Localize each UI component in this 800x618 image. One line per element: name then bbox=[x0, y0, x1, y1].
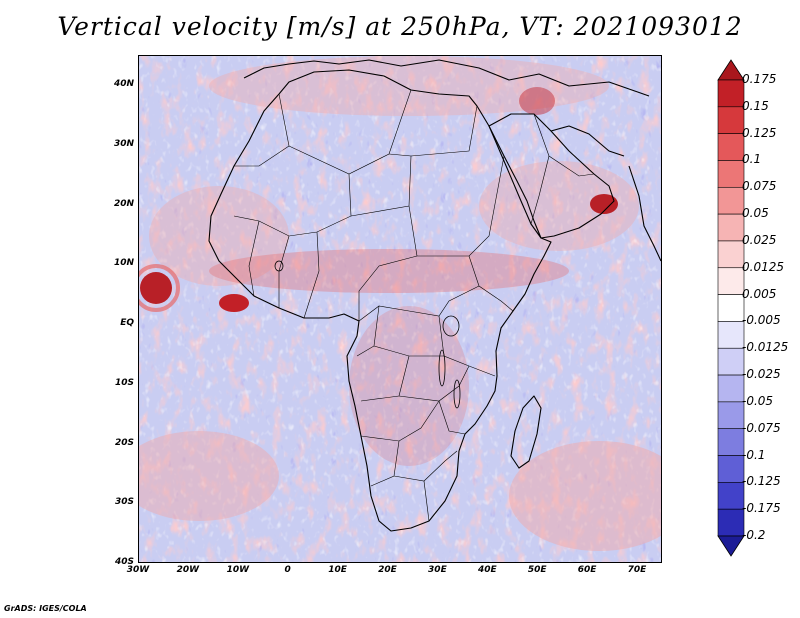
y-tick-label: 30S bbox=[114, 497, 134, 508]
europe-coastline bbox=[243, 59, 650, 97]
country-borders bbox=[233, 89, 595, 522]
x-tick-label: 20W bbox=[176, 565, 200, 575]
arabia-coastline bbox=[488, 113, 615, 239]
colorbar-swatch bbox=[717, 213, 745, 242]
updraft-core-atlantic-2 bbox=[219, 294, 249, 312]
positive-band-south-atlantic bbox=[139, 431, 279, 521]
positive-band-north bbox=[209, 56, 609, 116]
colorbar-swatch bbox=[717, 186, 745, 215]
x-tick-label: 10E bbox=[328, 565, 347, 575]
x-tick-label: 60E bbox=[577, 565, 597, 575]
vertical-velocity-map bbox=[139, 56, 661, 562]
x-tick-label: 0 bbox=[284, 565, 291, 575]
colorbar-label: -0.05 bbox=[742, 393, 774, 408]
colorbar-label: 0.05 bbox=[742, 206, 769, 221]
x-tick-label: 20E bbox=[378, 565, 397, 575]
coastlines bbox=[208, 59, 661, 532]
chart-title: Vertical velocity [m/s] at 250hPa, VT: 2… bbox=[57, 12, 743, 41]
colorbar-swatch bbox=[717, 428, 745, 456]
colorbar-swatch bbox=[717, 240, 745, 269]
colorbar-label: -0.025 bbox=[742, 367, 781, 382]
colorbar-label: 0.005 bbox=[742, 286, 777, 301]
colorbar-swatch bbox=[717, 133, 745, 161]
y-tick-label: 40S bbox=[114, 557, 134, 567]
colorbar-min-arrow bbox=[717, 535, 745, 557]
colorbar-swatch bbox=[717, 455, 745, 483]
grads-credit: GrADS: IGES/COLA bbox=[4, 604, 87, 613]
colorbar-swatch bbox=[717, 79, 745, 108]
colorbar-swatch bbox=[717, 321, 745, 349]
y-tick-label: 20N bbox=[113, 198, 134, 209]
x-tick-label: 30W bbox=[126, 565, 150, 575]
y-tick-label: 30N bbox=[113, 138, 134, 149]
positive-band-indian-ocean bbox=[509, 441, 661, 551]
colorbar-label: -0.175 bbox=[742, 501, 781, 516]
x-tick-label: 50E bbox=[527, 565, 547, 575]
y-tick-label: 10S bbox=[114, 377, 134, 388]
colorbar-label: -0.005 bbox=[742, 313, 781, 328]
positive-band-itcz bbox=[209, 249, 569, 293]
lakes bbox=[274, 260, 461, 409]
colorbar-label: -0.075 bbox=[742, 420, 781, 435]
x-tick-label: 10W bbox=[226, 565, 250, 575]
colorbar-swatch bbox=[717, 401, 745, 430]
colorbar-label: 0.15 bbox=[742, 98, 769, 113]
y-tick-label: EQ bbox=[120, 318, 134, 328]
colorbar-label: 0.125 bbox=[742, 125, 777, 140]
colorbar-label: 0.0125 bbox=[742, 259, 784, 274]
colorbar-label: 0.1 bbox=[742, 152, 762, 167]
colorbar-label: 0.025 bbox=[742, 232, 777, 247]
colorbar-max-arrow bbox=[717, 59, 745, 81]
colorbar-swatch bbox=[717, 374, 745, 403]
colorbar-label: 0.075 bbox=[742, 179, 777, 194]
positive-band-congo bbox=[349, 306, 469, 466]
colorbar-label: -0.1 bbox=[742, 447, 766, 462]
x-tick-label: 30E bbox=[428, 565, 447, 575]
updraft-core-atlantic-1-halo bbox=[139, 264, 180, 312]
persian-gulf bbox=[550, 125, 625, 157]
colorbar-swatch bbox=[717, 267, 745, 295]
colorbar-swatch bbox=[717, 160, 745, 188]
colorbar-swatch bbox=[717, 482, 745, 510]
madagascar-coastline bbox=[510, 395, 542, 469]
colorbar-swatch bbox=[717, 347, 745, 376]
x-tick-label: 70E bbox=[627, 565, 647, 575]
colorbar-label: -0.0125 bbox=[742, 340, 789, 355]
colorbar-label: 0.175 bbox=[742, 72, 777, 86]
india-coastline bbox=[628, 165, 661, 262]
positive-band-west-africa bbox=[149, 186, 289, 286]
y-tick-label: 40N bbox=[113, 79, 134, 89]
updraft-core-arabian-sea bbox=[590, 194, 618, 214]
colorbar-swatch bbox=[717, 294, 745, 322]
y-tick-label: 20S bbox=[114, 437, 134, 448]
map-panel bbox=[138, 55, 662, 563]
africa-coastline bbox=[208, 69, 552, 532]
colorbar bbox=[717, 59, 745, 557]
updraft-core-atlantic-1 bbox=[140, 272, 172, 304]
colorbar-label: -0.125 bbox=[742, 474, 781, 489]
updraft-core-persia bbox=[519, 87, 555, 115]
colorbar-swatch bbox=[717, 508, 745, 537]
colorbar-swatch bbox=[717, 106, 745, 134]
colorbar-label: -0.2 bbox=[742, 528, 766, 542]
positive-band-arabia bbox=[479, 161, 639, 251]
x-tick-label: 40E bbox=[477, 565, 497, 575]
y-tick-label: 10N bbox=[113, 258, 134, 269]
